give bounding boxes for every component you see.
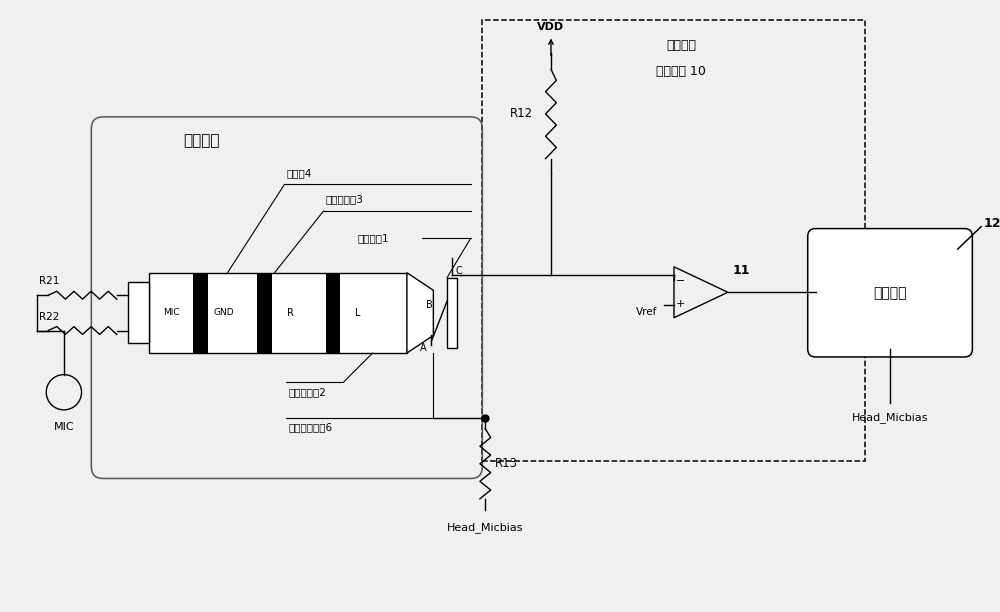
Text: L: L xyxy=(355,308,361,318)
Text: C: C xyxy=(455,266,462,276)
Bar xyxy=(193,273,208,353)
Text: MIC: MIC xyxy=(163,308,180,318)
Text: 11: 11 xyxy=(733,264,750,277)
Text: B: B xyxy=(426,300,433,310)
FancyBboxPatch shape xyxy=(808,228,972,357)
Text: R12: R12 xyxy=(510,108,533,121)
Text: 右声道引脚3: 右声道引脚3 xyxy=(326,194,363,204)
Text: GND: GND xyxy=(213,308,234,318)
Polygon shape xyxy=(407,273,433,353)
Text: −: − xyxy=(676,275,685,286)
Text: 控制单元: 控制单元 xyxy=(873,286,907,300)
Bar xyxy=(257,273,272,353)
Bar xyxy=(326,273,340,353)
Text: 地引脚4: 地引脚4 xyxy=(286,168,312,177)
Text: A: A xyxy=(420,343,427,353)
Text: 耳机插座: 耳机插座 xyxy=(183,133,219,148)
Text: R: R xyxy=(287,308,294,318)
Bar xyxy=(149,273,407,353)
Text: Head_Micbias: Head_Micbias xyxy=(852,412,928,423)
Text: 检测引脚1: 检测引脚1 xyxy=(358,233,390,244)
Bar xyxy=(482,20,865,461)
Text: 产生单元 10: 产生单元 10 xyxy=(656,65,706,78)
Text: 麦克风引脚灣6: 麦克风引脚灣6 xyxy=(288,422,332,433)
Bar xyxy=(128,283,149,343)
Text: Head_Micbias: Head_Micbias xyxy=(447,522,524,533)
Text: Vref: Vref xyxy=(636,307,657,317)
Text: +: + xyxy=(676,299,685,309)
Text: R13: R13 xyxy=(495,457,518,470)
Text: VDD: VDD xyxy=(537,21,565,32)
Text: 中断信号: 中断信号 xyxy=(666,39,696,52)
Bar xyxy=(447,278,457,348)
Text: 12: 12 xyxy=(983,217,1000,230)
Text: R22: R22 xyxy=(39,312,60,322)
Text: 左声道引脚2: 左声道引脚2 xyxy=(288,387,326,397)
Text: MIC: MIC xyxy=(54,422,74,431)
Text: R21: R21 xyxy=(39,277,60,286)
